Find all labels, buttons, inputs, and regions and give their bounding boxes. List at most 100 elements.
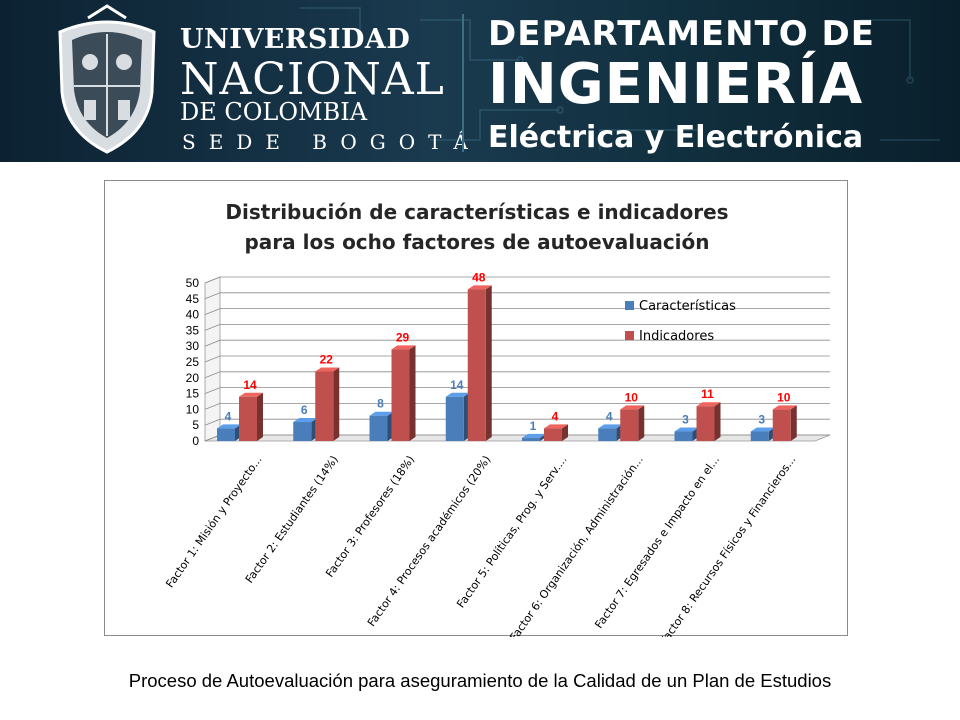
data-label: 4	[225, 409, 232, 423]
y-tick-label: 45	[186, 292, 200, 306]
bar-side-indicadores	[790, 405, 797, 441]
university-name-line1: UNIVERSIDAD	[180, 24, 411, 55]
gridline	[204, 371, 830, 379]
bar-caracteristicas	[750, 431, 769, 441]
data-label: 14	[243, 378, 257, 392]
legend-swatch	[625, 331, 634, 340]
bar-caracteristicas	[217, 428, 235, 441]
bar-top-caracteristicas	[293, 418, 318, 423]
bar-top-caracteristicas	[369, 411, 394, 416]
bar-caracteristicas	[674, 431, 693, 441]
data-label: 8	[377, 397, 384, 411]
bar-caracteristicas	[445, 396, 464, 441]
bar-side-indicadores	[714, 402, 721, 441]
bar-side-indicadores	[333, 367, 340, 441]
bar-top-caracteristicas	[674, 427, 699, 432]
university-name-line3: DE COLOMBIA	[180, 98, 368, 126]
y-tick-label: 20	[186, 371, 200, 385]
data-label: 14	[450, 378, 464, 392]
bar-indicadores	[315, 371, 334, 441]
y-tick-label: 15	[186, 387, 200, 401]
y-tick-label: 0	[192, 434, 199, 448]
x-category-label: Factor 8: Recursos Físicos y Financieros…	[657, 453, 798, 637]
gridline	[204, 276, 830, 284]
y-tick-label: 35	[186, 323, 200, 337]
data-label: 10	[625, 390, 639, 404]
legend-label: Características	[639, 299, 736, 314]
gridline	[204, 323, 830, 331]
gridline	[204, 308, 830, 315]
data-label: 11	[701, 387, 714, 401]
bar-caracteristicas	[369, 415, 388, 441]
bar-top-caracteristicas	[217, 424, 241, 429]
data-label: 4	[552, 409, 559, 423]
bar-top-caracteristicas	[598, 424, 623, 429]
header-banner: UNIVERSIDAD NACIONAL DE COLOMBIA SEDE BO…	[0, 0, 960, 162]
department-line2: INGENIERÍA	[488, 52, 864, 117]
x-category-label: Factor 4: Procesos académicos (20%)	[365, 453, 493, 629]
banner-divider	[462, 14, 464, 152]
data-label: 3	[758, 413, 765, 427]
bar-side-indicadores	[485, 285, 492, 441]
data-label: 4	[606, 409, 613, 423]
data-label: 6	[301, 403, 308, 417]
bar-side-indicadores	[638, 405, 645, 441]
data-label: 29	[396, 330, 410, 344]
bar-indicadores	[467, 289, 486, 441]
department-line3: Eléctrica y Electrónica	[488, 120, 864, 155]
circuit-pattern-icon	[300, 7, 940, 150]
bar-indicadores	[772, 409, 791, 441]
bar-top-indicadores	[391, 345, 416, 350]
bar-indicadores	[696, 406, 715, 441]
y-tick-label: 25	[186, 355, 200, 369]
university-crest-icon	[58, 4, 156, 154]
y-tick-label: 40	[186, 308, 200, 322]
data-label: 3	[682, 413, 689, 427]
bar-top-indicadores	[544, 424, 568, 429]
y-tick-label: 10	[186, 402, 200, 416]
y-tick-label: 5	[192, 418, 199, 432]
chart-title-line1: Distribución de características e indica…	[225, 200, 728, 224]
data-label: 10	[777, 390, 791, 404]
y-tick-label: 50	[186, 276, 200, 290]
bar-top-caracteristicas	[522, 433, 546, 438]
bar-caracteristicas	[598, 428, 617, 441]
legend-label: Indicadores	[639, 329, 714, 344]
bar-side-indicadores	[562, 424, 568, 441]
bar-top-indicadores	[467, 285, 492, 290]
bar-top-indicadores	[620, 405, 645, 410]
department-line1: DEPARTAMENTO DE	[488, 14, 875, 54]
x-category-label: Factor 6: Organización, Administración..…	[507, 453, 646, 637]
x-category-label: Factor 7: Egresados e Impacto en el...	[592, 453, 722, 631]
footer-caption: Proceso de Autoevaluación para asegurami…	[128, 670, 832, 691]
chart-container: Distribución de características e indica…	[104, 180, 848, 637]
bar-top-caracteristicas	[445, 392, 470, 397]
y-tick-label: 30	[186, 339, 200, 353]
gridline	[204, 387, 830, 394]
data-label: 48	[472, 270, 486, 284]
x-category-label: Factor 3: Profesores (18%)	[323, 453, 417, 579]
gridline	[204, 355, 830, 363]
gridline	[204, 339, 830, 347]
gridline	[204, 292, 830, 300]
bar-top-caracteristicas	[750, 427, 775, 432]
bar-side-indicadores	[257, 392, 263, 441]
bar-top-indicadores	[239, 392, 263, 397]
chart-title-line2: para los ocho factores de autoevaluación	[244, 230, 709, 254]
bar-caracteristicas	[522, 437, 540, 441]
university-name-line2: NACIONAL	[180, 54, 445, 105]
bar-top-indicadores	[315, 367, 340, 372]
bar-top-indicadores	[696, 402, 721, 407]
gridline	[204, 402, 830, 410]
bar-caracteristicas	[293, 422, 312, 441]
bar-chart: Distribución de características e indica…	[163, 200, 831, 637]
data-label: 1	[530, 419, 537, 433]
bar-indicadores	[544, 428, 562, 441]
bar-side-indicadores	[409, 345, 416, 441]
bar-indicadores	[239, 396, 257, 441]
data-label: 22	[320, 352, 334, 366]
x-category-label: Factor 2: Estudiantes (14%)	[243, 453, 341, 585]
legend-swatch	[625, 301, 634, 310]
bar-indicadores	[391, 349, 410, 441]
bar-top-indicadores	[772, 405, 797, 410]
